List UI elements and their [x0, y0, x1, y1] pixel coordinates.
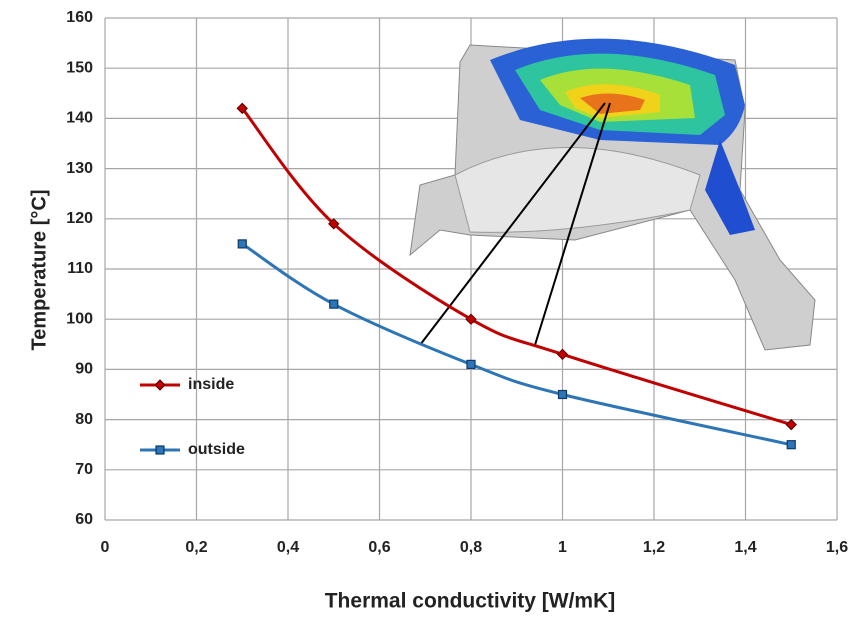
x-tick-label: 0,4: [277, 539, 299, 556]
y-tick-label: 100: [66, 310, 93, 327]
x-tick-label: 0,6: [368, 539, 390, 556]
y-tick-label: 90: [75, 361, 93, 378]
legend-marker: [155, 445, 165, 455]
x-tick-label: 1,4: [734, 539, 756, 556]
y-tick-label: 160: [66, 9, 93, 26]
x-tick-label: 0: [101, 539, 110, 556]
y-tick-label: 110: [67, 260, 93, 277]
y-axis-label: Temperature [°C]: [28, 190, 50, 351]
marker: [786, 440, 796, 450]
x-tick-label: 1,2: [643, 539, 665, 556]
legend-label: outside: [188, 441, 245, 458]
marker: [237, 239, 247, 249]
marker: [329, 299, 339, 309]
x-tick-label: 1: [558, 539, 567, 556]
x-tick-label: 0,2: [185, 539, 207, 556]
leader-line: [534, 102, 611, 346]
x-axis-label: Thermal conductivity [W/mK]: [325, 590, 616, 613]
leader-line: [419, 102, 606, 346]
y-tick-label: 130: [66, 160, 93, 177]
y-tick-label: 150: [66, 59, 93, 76]
marker: [466, 359, 476, 369]
legend-label: inside: [188, 376, 234, 393]
y-tick-label: 70: [75, 461, 93, 478]
x-tick-label: 0,8: [460, 539, 482, 556]
marker: [465, 313, 477, 325]
y-tick-label: 80: [75, 411, 93, 428]
series-line: [241, 242, 792, 447]
marker: [236, 102, 248, 115]
marker: [785, 418, 797, 431]
marker: [557, 389, 568, 400]
y-tick-label: 120: [66, 210, 93, 227]
marker: [556, 348, 569, 361]
marker: [328, 218, 340, 230]
legend-marker: [154, 379, 166, 391]
heatsink-image: [409, 38, 816, 351]
x-tick-label: 1,6: [826, 539, 848, 556]
y-tick-label: 140: [66, 110, 93, 127]
y-tick-label: 60: [75, 511, 93, 528]
